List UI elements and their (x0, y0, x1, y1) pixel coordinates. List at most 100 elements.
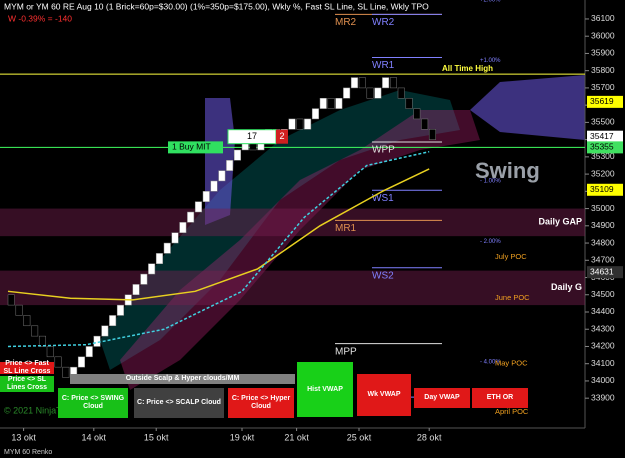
order-label: 1 Buy MIT (172, 142, 211, 152)
y-tick-label: 36100 (591, 13, 615, 23)
signal-button[interactable]: Hist VWAP (297, 362, 353, 417)
up-brick (179, 222, 187, 233)
up-brick (233, 149, 241, 161)
up-brick (148, 263, 156, 275)
indicator-line (7, 168, 430, 301)
chart-subtitle: W -0.39% = -140 (8, 13, 72, 23)
up-brick (226, 160, 234, 171)
price-flag-label: 34631 (590, 266, 614, 276)
up-brick (202, 191, 210, 202)
up-brick (304, 118, 312, 130)
y-tick-label: 35000 (591, 203, 615, 213)
signal-button[interactable]: Price <> SL Lines Cross (0, 376, 54, 392)
percent-label: +1.00% (480, 58, 501, 64)
pivot-label: MPP (335, 346, 357, 357)
down-brick (296, 118, 304, 130)
poc-label: July POC (495, 252, 527, 261)
pivot-label: WR1 (372, 60, 395, 71)
up-brick (311, 108, 319, 120)
x-tick-label: 25 okt (347, 432, 372, 442)
poc-label: June POC (495, 293, 530, 302)
down-brick (389, 77, 397, 89)
y-tick-label: 34900 (591, 220, 615, 230)
up-brick (171, 232, 179, 244)
price-flag-label: 35109 (590, 184, 614, 194)
footer: MYM 60 Renko (4, 449, 52, 456)
up-brick (350, 77, 358, 89)
signal-button[interactable]: C: Price <> SCALP Cloud (134, 388, 224, 418)
price-flag (587, 130, 623, 143)
price-flag (587, 141, 623, 154)
tpo-profile (470, 75, 585, 140)
percent-label: - 4.00% (480, 360, 501, 366)
signal-button[interactable]: Day VWAP (414, 388, 470, 408)
signal-button[interactable]: Wk VWAP (357, 374, 411, 416)
down-brick (405, 98, 413, 109)
down-brick (15, 304, 23, 316)
up-brick (140, 273, 148, 285)
poc-label: May POC (495, 359, 528, 368)
zone-label: Daily GAP (538, 217, 582, 227)
y-tick-label: 34200 (591, 341, 615, 351)
up-brick (163, 242, 171, 254)
watermark: Swing (475, 158, 540, 183)
pivot-label: WS2 (372, 270, 394, 281)
pivot-label: MR2 (335, 17, 357, 28)
up-brick (382, 77, 390, 89)
price-flag-label: 35417 (590, 131, 614, 141)
pivot-label: WR2 (372, 17, 395, 28)
price-flag (587, 183, 623, 196)
up-brick (101, 325, 109, 337)
up-brick (132, 284, 140, 296)
price-flag (587, 95, 623, 108)
signal-button[interactable]: C: Price <> SWING Cloud (58, 388, 128, 418)
y-tick-label: 34000 (591, 375, 615, 385)
up-brick (343, 87, 351, 99)
price-flag-label: 35355 (590, 142, 614, 152)
x-tick-label: 13 okt (11, 432, 36, 442)
x-tick-label: 14 okt (82, 432, 107, 442)
y-tick-label: 35900 (591, 48, 615, 58)
y-tick-label: 35300 (591, 151, 615, 161)
order-box (168, 141, 223, 154)
up-brick (319, 98, 327, 109)
down-brick (327, 98, 335, 109)
signal-button[interactable]: Outside Scalp & Hyper clouds/MM (70, 374, 295, 384)
y-tick-label: 34800 (591, 237, 615, 247)
pivot-label: WS1 (372, 193, 394, 204)
up-brick (85, 346, 93, 358)
up-brick (116, 304, 124, 316)
down-brick (23, 315, 31, 327)
pivot-label: WPP (372, 145, 395, 156)
swing-cloud (100, 90, 460, 370)
poc-label: April POC (495, 407, 529, 416)
y-tick-label: 34700 (591, 255, 615, 265)
y-tick-label: 34100 (591, 358, 615, 368)
y-tick-label: 34500 (591, 289, 615, 299)
y-tick-label: 36000 (591, 30, 615, 40)
down-brick (62, 366, 70, 378)
down-brick (428, 129, 436, 140)
percent-label: - 2.00% (480, 239, 501, 245)
down-brick (38, 335, 46, 347)
down-brick (358, 77, 366, 89)
up-brick (77, 356, 85, 368)
price-flag-label: 35619 (590, 96, 614, 106)
indicator-line (7, 150, 430, 348)
signal-button[interactable]: ETH OR (472, 388, 528, 408)
signal-button[interactable]: C: Price <> Hyper Cloud (228, 388, 294, 418)
down-brick (54, 356, 62, 368)
signal-button[interactable]: Price <> Fast SL Line Cross (0, 360, 54, 375)
up-brick (187, 211, 195, 223)
y-tick-label: 35200 (591, 168, 615, 178)
y-tick-label: 34300 (591, 323, 615, 333)
percent-label: +2.00% (480, 0, 501, 4)
up-brick (288, 118, 296, 130)
order-count-box (276, 129, 288, 144)
hyper-cloud (120, 110, 480, 390)
up-brick (335, 98, 343, 109)
y-tick-label: 35500 (591, 117, 615, 127)
up-brick (155, 253, 163, 264)
